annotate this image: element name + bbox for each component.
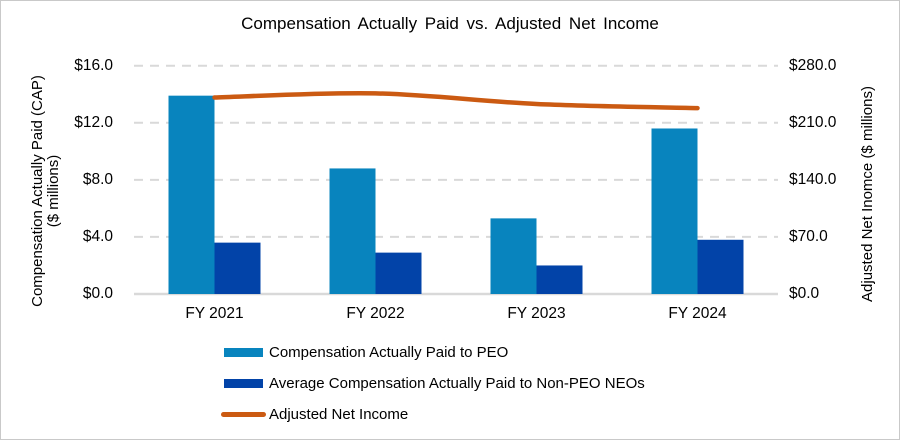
left-axis-tick: $0.0 <box>82 285 113 302</box>
legend-bar-swatch <box>221 379 266 388</box>
bar-peo-fy-2021 <box>168 95 215 295</box>
legend-line-swatch <box>221 412 266 417</box>
right-axis-tick: $280.0 <box>789 56 837 74</box>
left-axis-tick: $4.0 <box>82 227 113 245</box>
x-axis-label-fy-2022: FY 2022 <box>346 305 405 322</box>
left-axis-tick: $8.0 <box>82 170 113 188</box>
bar-peo-fy-2023 <box>490 218 537 294</box>
bar-peo-fy-2024 <box>651 128 698 294</box>
legend-label: Compensation Actually Paid to PEO <box>269 344 509 361</box>
bar-non-peo-neos-fy-2021 <box>214 242 261 294</box>
swatch-color <box>221 412 266 417</box>
legend-label: Adjusted Net Income <box>269 406 409 423</box>
x-axis-label-fy-2021: FY 2021 <box>185 305 244 322</box>
right-axis-tick: $0.0 <box>789 285 820 302</box>
left-axis-tick: $12.0 <box>74 113 113 131</box>
left-axis-title: Compensation Actually Paid (CAP) ($ mill… <box>29 61 66 321</box>
chart-title: Compensation Actually Paid vs. Adjusted … <box>241 14 659 33</box>
bar-non-peo-neos-fy-2023 <box>536 265 583 294</box>
legend-item: Average Compensation Actually Paid to No… <box>221 375 645 392</box>
right-axis-title: Adjusted Net Inomce ($ millions) <box>859 86 876 302</box>
plot-area <box>134 64 778 296</box>
left-axis-tick: $16.0 <box>74 56 113 74</box>
x-axis-label-fy-2024: FY 2024 <box>668 305 727 322</box>
left-axis-title-line2: ($ millions) <box>45 154 62 228</box>
swatch-color <box>224 379 263 388</box>
bar-non-peo-neos-fy-2024 <box>697 239 744 294</box>
bar-peo-fy-2022 <box>329 168 376 294</box>
legend-item: Adjusted Net Income <box>221 406 645 423</box>
adjusted-net-income-line <box>212 90 700 111</box>
right-axis-tick: $210.0 <box>789 113 837 131</box>
right-axis-tick: $70.0 <box>789 227 828 245</box>
legend-item: Compensation Actually Paid to PEO <box>221 344 645 361</box>
left-axis-title-line1: Compensation Actually Paid (CAP) <box>29 75 46 307</box>
legend-label: Average Compensation Actually Paid to No… <box>269 375 645 392</box>
swatch-color <box>224 348 263 357</box>
legend: Compensation Actually Paid to PEO Average… <box>221 344 645 437</box>
bar-non-peo-neos-fy-2022 <box>375 252 422 294</box>
x-axis-label-fy-2023: FY 2023 <box>507 305 566 322</box>
right-axis-tick: $140.0 <box>789 170 837 188</box>
legend-bar-swatch <box>221 348 266 357</box>
